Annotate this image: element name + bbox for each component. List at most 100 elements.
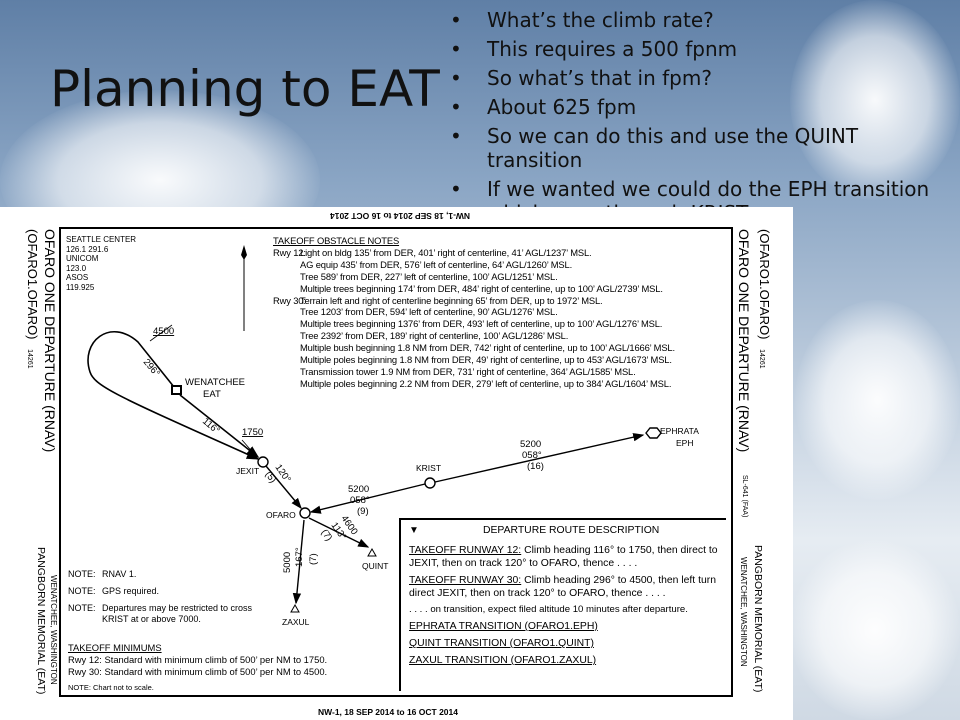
vor-ephrata-icon xyxy=(645,427,662,439)
departure-route-description: ▼ DEPARTURE ROUTE DESCRIPTION TAKEOFF RU… xyxy=(399,518,726,691)
transition-note: . . . . on transition, expect filed alti… xyxy=(409,604,688,615)
airport-name-label: WENATCHEE xyxy=(185,377,245,388)
rwy30-description: TAKEOFF RUNWAY 30: Climb heading 296° to… xyxy=(409,574,720,600)
takeoff-obstacle-notes: TAKEOFF OBSTACLE NOTES Rwy 12:Light on b… xyxy=(273,235,675,390)
rwy-label: Rwy 12: xyxy=(273,246,306,258)
rwy12-label: TAKEOFF RUNWAY 12: xyxy=(409,545,522,556)
note-row: NOTE: RNAV 1. xyxy=(68,569,262,580)
obstacle-line: Multiple poles beginning 2.2 NM from DER… xyxy=(300,377,672,389)
leg-dist-label: (7) xyxy=(319,527,335,543)
leg-ofaro-zaxul xyxy=(292,519,305,605)
general-notes: NOTE: RNAV 1. NOTE: GPS required. NOTE: Dep… xyxy=(68,569,262,625)
rwy12-route xyxy=(179,394,260,458)
rwy30-loop-route xyxy=(87,330,260,460)
bullet-item: So we can do this and use the QUINT tran… xyxy=(450,124,950,172)
waypoint-krist-icon xyxy=(424,477,436,489)
leg-alt-label: 5200 xyxy=(348,484,369,495)
hdg-296-label: 296° xyxy=(141,357,162,379)
krist-label: KRIST xyxy=(416,463,441,473)
comm-line: ASOS xyxy=(66,273,89,282)
rwy30-text: Climb heading 296° to 4500, then left tu… xyxy=(409,575,716,599)
ofaro-label: OFARO xyxy=(266,510,296,520)
waypoint-jexit-icon xyxy=(257,456,269,468)
bullet-item: What’s the climb rate? xyxy=(450,8,950,32)
comm-frequencies: SEATTLE CENTER 126.1 291.6 UNICOM 123.0 … xyxy=(66,235,136,292)
route-map: 4500 296° WENATCHEE EAT 116° 1750 JEXIT … xyxy=(87,245,699,627)
obstacle-line: Tree 589’ from DER, 227’ left of centerl… xyxy=(300,270,558,282)
cloud xyxy=(790,540,960,720)
airport-id-label: EAT xyxy=(203,389,221,400)
obstacle-row: Rwy 12:Light on bldg 135’ from DER, 401’… xyxy=(273,247,675,259)
not-to-scale-note: NOTE: Chart not to scale. xyxy=(68,683,154,692)
alt-4500-label: 4500 xyxy=(153,326,174,337)
obstacle-line: AG equip 435’ from DER, 576’ left of cen… xyxy=(300,258,573,270)
takeoff-minimums-title: TAKEOFF MINIMUMS xyxy=(68,642,162,653)
obstacle-row: Rwy 30:Terrain left and right of centerl… xyxy=(273,295,675,307)
obstacle-line: Tree 2392’ from DER, 189’ right of cente… xyxy=(300,330,569,342)
waypoint-quint-icon xyxy=(367,547,377,557)
rwy12-text: Climb heading 116° to 1750, then direct … xyxy=(409,545,718,569)
rwy12-description: TAKEOFF RUNWAY 12: Climb heading 116° to… xyxy=(409,544,720,570)
leg-hdg-label: 058° xyxy=(522,450,542,461)
takeoff-min-rwy12: Rwy 12: Standard with minimum climb of 5… xyxy=(68,654,328,665)
takeoff-minimums: TAKEOFF MINIMUMS Rwy 12: Standard with m… xyxy=(68,642,327,694)
comm-line: SEATTLE CENTER xyxy=(66,235,137,244)
leg-hdg-label: 058° xyxy=(350,495,370,506)
slide-title: Planning to EAT xyxy=(50,60,440,118)
chart-date-bottom: NW-1, 18 SEP 2014 to 16 OCT 2014 xyxy=(318,707,458,717)
leg-alt-label: 5000 xyxy=(282,552,293,573)
comm-line: 123.0 xyxy=(66,263,87,273)
note-text: Departures may be restricted to cross KR… xyxy=(102,603,253,624)
note-label: NOTE: xyxy=(68,569,96,579)
quint-label: QUINT xyxy=(362,561,388,571)
rwy-label: Rwy 30: xyxy=(273,294,306,306)
comm-line: UNICOM xyxy=(66,254,99,263)
rwy30-label: TAKEOFF RUNWAY 30: xyxy=(409,575,522,586)
obstacle-line: Terrain left and right of centerline beg… xyxy=(300,294,603,306)
eph-label: EPH xyxy=(676,438,693,448)
leg-jexit-ofaro xyxy=(265,465,302,510)
transition-zaxul: ZAXUL TRANSITION (OFARO1.ZAXUL) xyxy=(409,655,597,666)
ephrata-label: EPHRATA xyxy=(660,426,699,436)
obstacle-notes-title: TAKEOFF OBSTACLE NOTES xyxy=(273,235,400,246)
departure-chart: NW-1, 18 SEP 2014 to 16 OCT 2014 NW-1, 1… xyxy=(0,207,793,720)
note-text: RNAV 1. xyxy=(102,569,137,579)
chart-frame xyxy=(59,227,733,697)
north-arrow-icon xyxy=(241,245,247,331)
bullet-item: About 625 fpm xyxy=(450,95,950,119)
waypoint-ofaro-icon xyxy=(299,507,311,519)
note-row: NOTE: Departures may be restricted to cro… xyxy=(68,603,262,625)
waypoint-zaxul-icon xyxy=(290,603,300,613)
airport-icon xyxy=(171,385,182,395)
note-row: NOTE: GPS required. xyxy=(68,586,262,597)
takeoff-min-rwy30: Rwy 30: Standard with minimum climb of 5… xyxy=(68,666,328,677)
hdg-116-label: 116° xyxy=(200,416,222,437)
obstacle-line: Multiple trees beginning 1376’ from DER,… xyxy=(300,318,663,330)
obstacle-line: Multiple bush beginning 1.8 NM from DER,… xyxy=(300,342,675,354)
leg-alt-label: 5200 xyxy=(520,439,541,450)
obstacle-line: Multiple poles beginning 1.8 NM from DER… xyxy=(300,354,672,366)
bullet-item: So what’s that in fpm? xyxy=(450,66,950,90)
leg-ofaro-quint xyxy=(308,517,370,548)
leg-dist-label: (16) xyxy=(527,461,544,472)
route-description-title: DEPARTURE ROUTE DESCRIPTION xyxy=(483,525,660,536)
leg-dist-label: (7) xyxy=(308,553,319,565)
transition-ephrata: EPHRATA TRANSITION (OFARO1.EPH) xyxy=(409,621,598,632)
note-text: GPS required. xyxy=(102,586,160,596)
jexit-label: JEXIT xyxy=(236,466,259,476)
leg-dist-label: (9) xyxy=(357,506,369,517)
obstacle-line: Light on bldg 135’ from DER, 401’ right … xyxy=(300,246,592,258)
comm-line: 119.925 xyxy=(66,282,95,292)
comm-line: 126.1 291.6 xyxy=(66,244,109,254)
cloud xyxy=(795,300,960,500)
bullet-list: What’s the climb rate? This requires a 5… xyxy=(450,8,950,225)
note-label: NOTE: xyxy=(68,586,96,596)
alt-1750-label: 1750 xyxy=(242,427,263,438)
leg-krist-eph xyxy=(434,433,645,483)
leg-hdg-label: 167° xyxy=(294,547,305,567)
zaxul-label: ZAXUL xyxy=(282,617,310,627)
departure-symbol-icon: ▼ xyxy=(409,525,419,536)
transition-quint: QUINT TRANSITION (OFARO1.QUINT) xyxy=(409,638,594,649)
leg-krist-ofaro xyxy=(309,483,426,514)
obstacle-line: Tree 1203’ from DER, 594’ left of center… xyxy=(300,306,558,318)
